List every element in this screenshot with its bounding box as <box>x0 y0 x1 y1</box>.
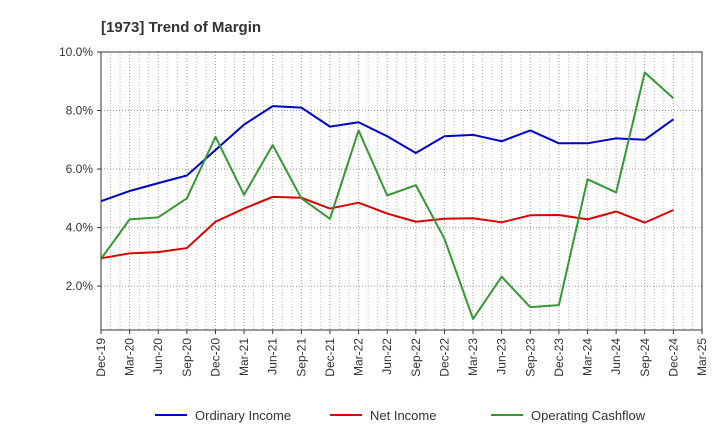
y-tick-label: 10.0% <box>59 45 93 59</box>
legend-label: Ordinary Income <box>195 408 291 423</box>
x-tick-label: Mar-20 <box>123 338 137 376</box>
y-tick-label: 6.0% <box>66 162 94 176</box>
grid <box>101 51 702 330</box>
x-tick-label: Mar-25 <box>695 338 709 376</box>
series-line-ordinary-income <box>100 105 674 203</box>
chart-title: [1973] Trend of Margin <box>101 19 261 36</box>
x-tick-label: Jun-21 <box>266 338 280 375</box>
series-line-operating-cashflow <box>100 71 675 320</box>
series-lines <box>100 71 675 320</box>
x-tick-label: Mar-24 <box>581 338 595 376</box>
x-tick-label: Dec-22 <box>437 338 451 377</box>
legend-label: Net Income <box>370 408 436 423</box>
x-tick-label: Jun-22 <box>380 338 394 375</box>
plot-frame <box>100 51 703 331</box>
x-tick-label: Sep-21 <box>294 338 308 377</box>
x-tick-label: Mar-23 <box>466 338 480 376</box>
x-axis-ticks: Dec-19 Mar-20 Jun-20 Sep-20 Dec-20 Mar-21 Jun-… <box>94 330 709 377</box>
y-tick-label: 4.0% <box>66 221 94 235</box>
x-tick-label: Mar-22 <box>352 338 366 376</box>
x-tick-label: Jun-20 <box>151 338 165 375</box>
x-tick-label: Dec-24 <box>666 338 680 377</box>
x-tick-label: Sep-23 <box>523 338 537 377</box>
legend: Ordinary Income Net Income Operating Cashf… <box>155 408 646 423</box>
y-tick-label: 8.0% <box>66 104 94 118</box>
y-tick-label: 2.0% <box>66 279 94 293</box>
legend-label: Operating Cashflow <box>531 408 646 423</box>
x-tick-label: Jun-23 <box>495 338 509 375</box>
x-tick-label: Dec-20 <box>208 338 222 377</box>
x-tick-label: Dec-21 <box>323 338 337 377</box>
x-tick-label: Sep-24 <box>638 338 652 377</box>
x-tick-label: Sep-20 <box>180 338 194 377</box>
x-tick-label: Mar-21 <box>237 338 251 376</box>
x-tick-label: Dec-19 <box>94 338 108 377</box>
y-axis-ticks: 2.0% 4.0% 6.0% 8.0% 10.0% <box>59 45 101 293</box>
x-tick-label: Sep-22 <box>409 338 423 377</box>
x-tick-label: Dec-23 <box>552 338 566 377</box>
x-tick-label: Jun-24 <box>609 338 623 375</box>
